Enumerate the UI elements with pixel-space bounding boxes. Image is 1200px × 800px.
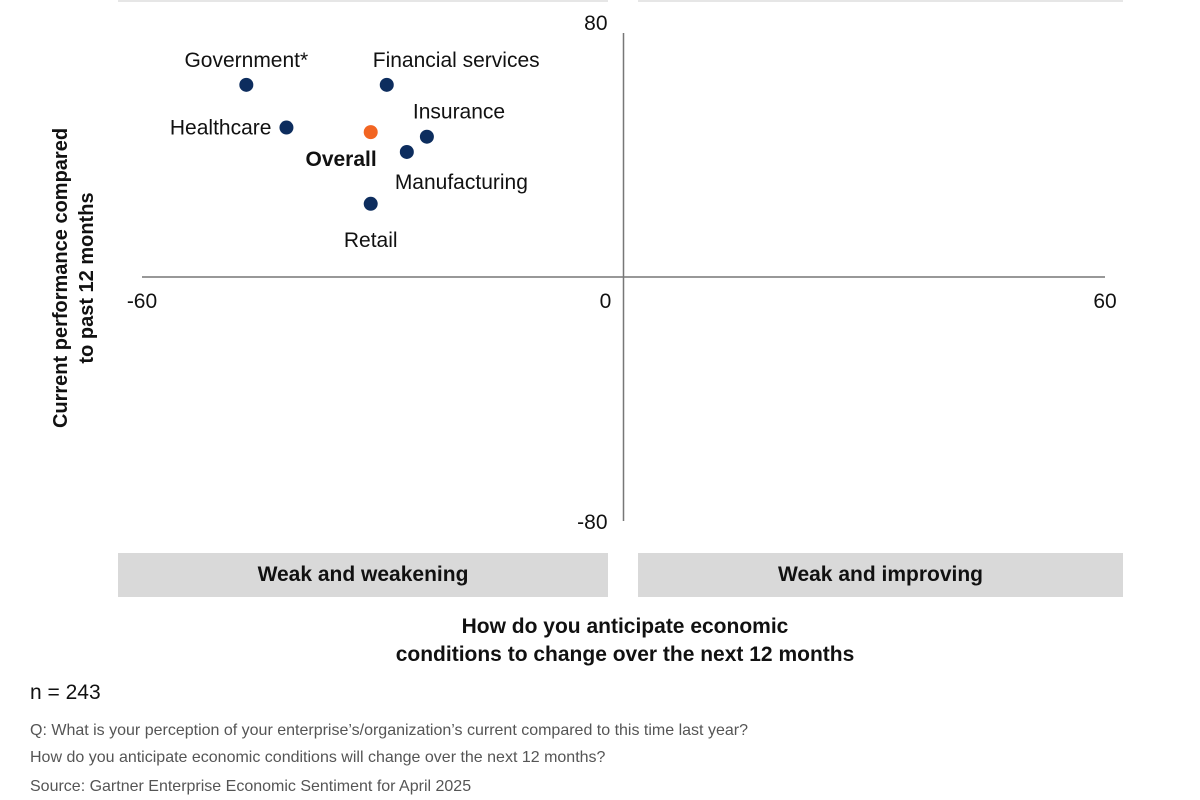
x-axis-label-line-2: conditions to change over the next 12 mo… — [395, 643, 855, 666]
footnote-question-1: Q: What is your perception of your enter… — [30, 722, 748, 739]
point-manufacturing — [399, 144, 414, 159]
point-label-manufacturing: Manufacturing — [395, 171, 528, 194]
x-axis-label-line-1: How do you anticipate economic — [461, 615, 789, 638]
quadrant-label-weak-weakening: Weak and weakening — [257, 563, 469, 586]
x-tick-max: 60 — [1093, 290, 1116, 313]
x-axis-label: How do you anticipate economic condition… — [300, 613, 950, 669]
y-axis-label-line-1: Current performance compared — [50, 127, 72, 429]
y-axis-label: Current performance compared to past 12 … — [48, 128, 100, 428]
x-tick-zero: 0 — [600, 290, 612, 313]
x-tick-min: -60 — [127, 290, 157, 313]
y-tick-min: -80 — [577, 511, 607, 534]
footnote-source: Source: Gartner Enterprise Economic Sent… — [30, 778, 472, 795]
quadrant-band-weak-weakening: Weak and weakening — [118, 553, 608, 597]
point-government — [239, 77, 254, 92]
quadrant-label-weak-improving: Weak and improving — [778, 563, 983, 586]
chart-axes — [118, 0, 1123, 521]
point-healthcare — [279, 120, 294, 135]
point-retail — [363, 196, 378, 211]
point-label-government: Government* — [184, 49, 308, 72]
point-insurance — [419, 129, 434, 144]
footnote-question-2: How do you anticipate economic condition… — [30, 749, 606, 766]
tick-labels: -60 0 60 80 -80 — [127, 12, 1117, 534]
point-label-financial-services: Financial services — [373, 49, 540, 72]
point-overall — [363, 125, 378, 140]
point-label-overall: Overall — [305, 148, 376, 171]
point-financial-services — [379, 77, 394, 92]
y-axis-label-line-2: to past 12 months — [76, 192, 98, 364]
quadrant-band-weak-improving: Weak and improving — [638, 553, 1123, 597]
sample-size: n = 243 — [30, 681, 101, 704]
data-points: Government* Financial services Healthcare O… — [170, 49, 540, 252]
point-label-insurance: Insurance — [413, 101, 505, 124]
point-label-healthcare: Healthcare — [170, 117, 272, 140]
point-label-retail: Retail — [344, 229, 398, 252]
y-tick-max: 80 — [584, 12, 607, 35]
